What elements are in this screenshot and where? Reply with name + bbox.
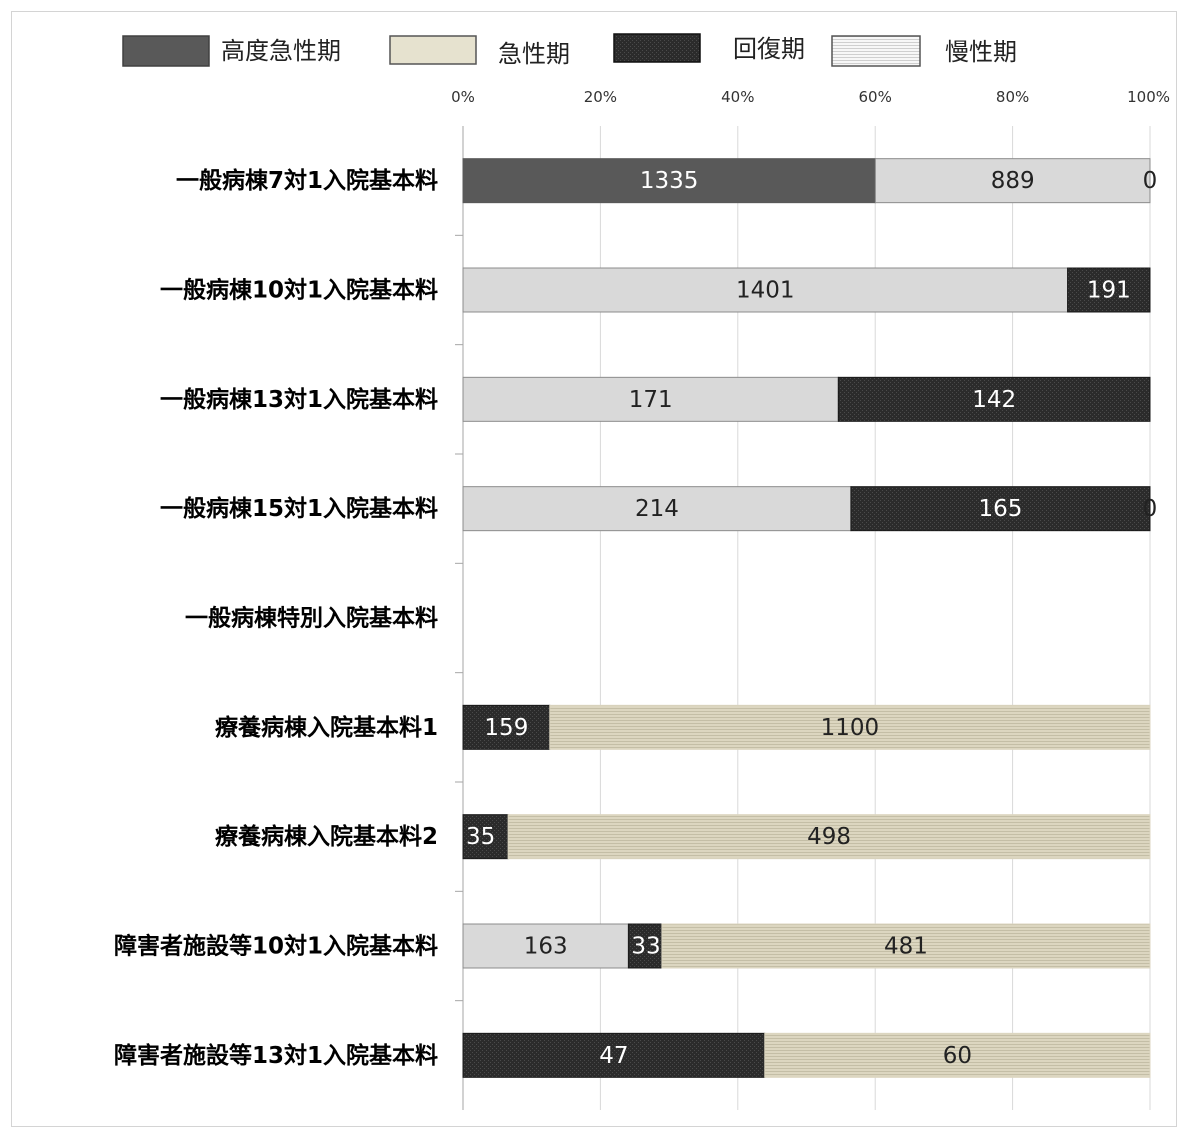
data-label: 0: [1143, 168, 1158, 194]
category-label: 一般病棟13対1入院基本料: [160, 386, 438, 413]
x-tick-label-4: 60%: [859, 88, 892, 106]
bars: 1335 889 0 1401 191 171 142 214 165 0 159 1100 35 498…: [462, 158, 1158, 1078]
bar-segment: [462, 923, 629, 969]
data-label: 191: [1087, 278, 1131, 304]
data-label: 60: [943, 1043, 972, 1069]
data-label: 1100: [821, 715, 880, 741]
data-label: 1335: [640, 168, 699, 194]
category-label: 一般病棟10対1入院基本料: [160, 277, 438, 304]
data-label: 165: [979, 496, 1023, 522]
legend-label-2: 急性期: [498, 40, 570, 68]
category-label: 障害者施設等13対1入院基本料: [114, 1042, 438, 1069]
data-label: 163: [524, 934, 568, 960]
x-tick-label-6: 100%: [1127, 88, 1170, 106]
bar-segment: [1067, 267, 1151, 313]
legend-label-4: 慢性期: [945, 38, 1017, 66]
bar-segment: [462, 158, 876, 204]
legend-swatch-1: [122, 35, 210, 67]
bar-segment: [874, 158, 1151, 204]
legend-swatch-4: [831, 35, 921, 67]
data-label: 33: [631, 934, 660, 960]
data-label: 171: [629, 387, 673, 413]
x-tick-label-3: 40%: [721, 88, 754, 106]
data-label: 1401: [736, 278, 795, 304]
x-tick-label-1: 0%: [451, 88, 475, 106]
legend-swatch-3: [613, 33, 701, 63]
category-label: 療養病棟入院基本料1: [215, 714, 438, 741]
bar-segment: [507, 814, 1151, 860]
bar-segment: [661, 923, 1151, 969]
bar-segment: [462, 704, 551, 750]
bar-segment: [462, 376, 839, 422]
x-tick-label-5: 80%: [996, 88, 1029, 106]
data-label: 0: [1143, 496, 1158, 522]
legend: 高度急性期 急性期 回復期 慢性期: [122, 33, 1017, 68]
legend-label-1: 高度急性期: [221, 37, 341, 65]
category-label: 一般病棟特別入院基本料: [185, 605, 438, 632]
bar-segment: [837, 376, 1151, 422]
data-label: 481: [884, 934, 928, 960]
bar-segment: [462, 1032, 766, 1078]
bar-segment: [764, 1032, 1151, 1078]
bar-segment: [627, 923, 663, 969]
data-label: 214: [635, 496, 679, 522]
chart-frame: [11, 11, 1177, 1127]
x-axis-ticks: 0% 20% 40% 60% 80% 100%: [451, 88, 1170, 106]
bar-segment: [850, 486, 1151, 532]
data-label: 498: [807, 824, 851, 850]
category-labels: 一般病棟7対1入院基本料一般病棟10対1入院基本料一般病棟13対1入院基本料一般…: [114, 167, 438, 1069]
legend-swatch-2: [389, 35, 477, 65]
data-label: 159: [484, 715, 528, 741]
category-label: 一般病棟7対1入院基本料: [176, 167, 438, 194]
bar-segment: [462, 267, 1069, 313]
category-label: 障害者施設等10対1入院基本料: [114, 933, 438, 960]
category-label: 一般病棟15対1入院基本料: [160, 495, 438, 522]
category-label: 療養病棟入院基本料2: [215, 823, 438, 850]
bar-segment: [549, 704, 1151, 750]
x-tick-label-2: 20%: [584, 88, 617, 106]
legend-label-3: 回復期: [733, 35, 805, 63]
bar-segment: [462, 814, 509, 860]
data-label: 47: [599, 1043, 628, 1069]
data-label: 35: [466, 824, 495, 850]
data-label: 889: [991, 168, 1035, 194]
data-label: 142: [972, 387, 1016, 413]
